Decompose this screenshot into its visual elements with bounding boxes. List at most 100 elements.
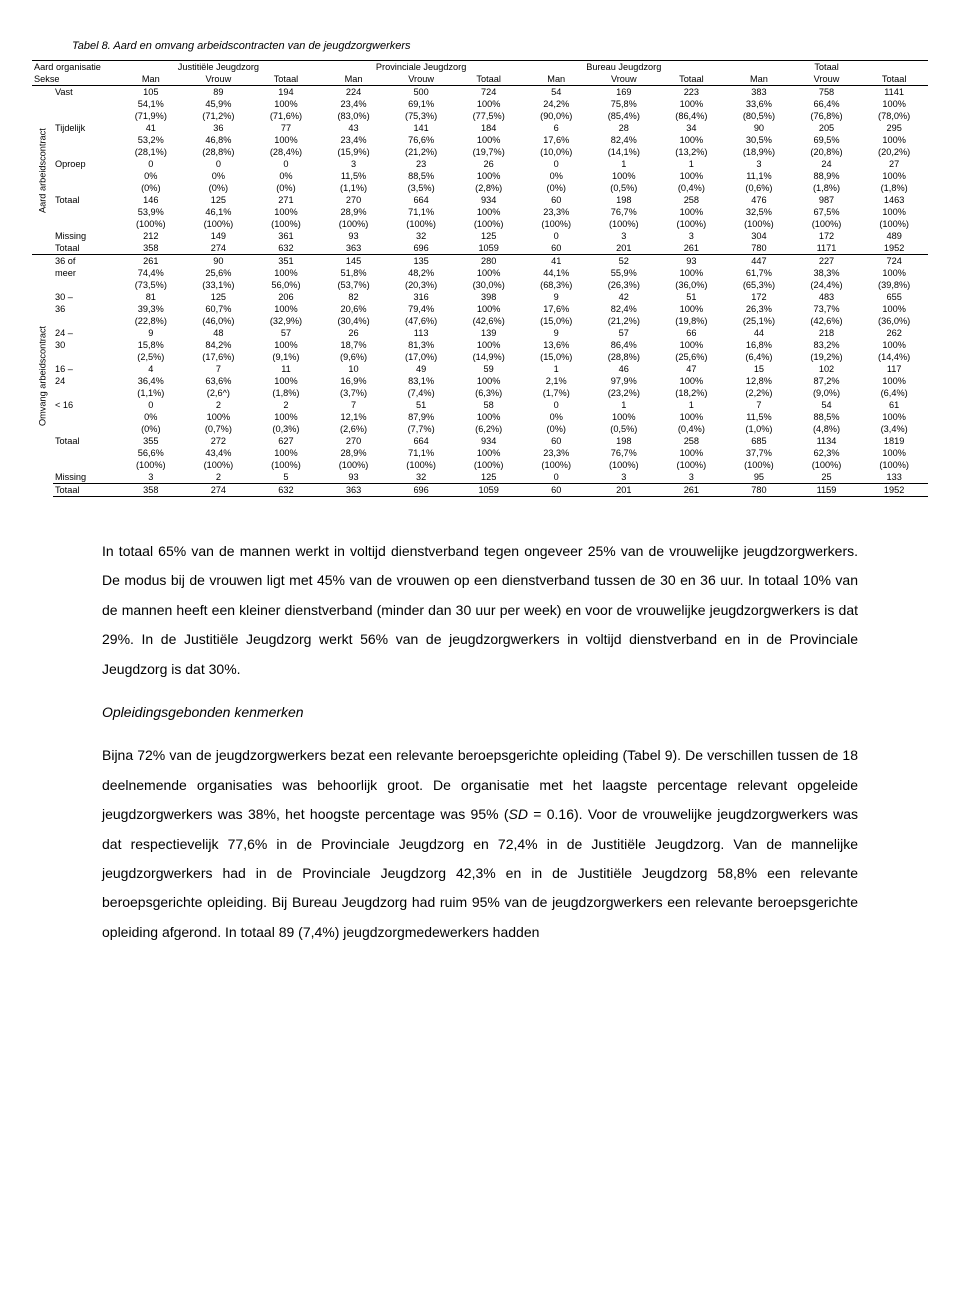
cell: 83,1% bbox=[387, 375, 455, 387]
header-col: Vrouw bbox=[793, 73, 861, 86]
cell: (2,8%) bbox=[455, 182, 523, 194]
cell: 198 bbox=[590, 435, 658, 447]
header-col: Man bbox=[725, 73, 793, 86]
cell: (28,1%) bbox=[117, 146, 185, 158]
cell: 100% bbox=[658, 411, 726, 423]
cell: 54,1% bbox=[117, 98, 185, 110]
cell: 383 bbox=[725, 86, 793, 99]
cell: 69,5% bbox=[793, 134, 861, 146]
cell: 758 bbox=[793, 86, 861, 99]
cell: 11,5% bbox=[320, 170, 388, 182]
cell: 358 bbox=[117, 484, 185, 497]
cell: 2 bbox=[185, 399, 253, 411]
cell: (19,8%) bbox=[658, 315, 726, 327]
cell: 90 bbox=[725, 122, 793, 134]
cell: (18,2%) bbox=[658, 387, 726, 399]
cell: 0 bbox=[185, 158, 253, 170]
cell: 89 bbox=[185, 86, 253, 99]
cell: 227 bbox=[793, 255, 861, 268]
cell: (20,8%) bbox=[793, 146, 861, 158]
header-group: Totaal bbox=[725, 61, 928, 74]
cell: 270 bbox=[320, 435, 388, 447]
cell: (100%) bbox=[320, 218, 388, 230]
cell: 363 bbox=[320, 484, 388, 497]
cell: 100% bbox=[455, 170, 523, 182]
cell: 100% bbox=[455, 447, 523, 459]
cell: 258 bbox=[658, 435, 726, 447]
cell: 26,3% bbox=[725, 303, 793, 315]
cell: (14,4%) bbox=[860, 351, 928, 363]
cell: (100%) bbox=[658, 459, 726, 471]
cell: 41 bbox=[117, 122, 185, 134]
cell: (6,2%) bbox=[455, 423, 523, 435]
cell: (73,5%) bbox=[117, 279, 185, 291]
row-label: Oproep bbox=[53, 158, 117, 170]
row-label bbox=[53, 411, 117, 423]
cell: 83,2% bbox=[793, 339, 861, 351]
row-label: 24 – bbox=[53, 327, 117, 339]
cell: (14,9%) bbox=[455, 351, 523, 363]
cell: 76,7% bbox=[590, 206, 658, 218]
cell: 1059 bbox=[455, 484, 523, 497]
cell: 51 bbox=[387, 399, 455, 411]
cell: 0% bbox=[252, 170, 320, 182]
cell: (39,8%) bbox=[860, 279, 928, 291]
cell: 172 bbox=[793, 230, 861, 242]
cell: 16,9% bbox=[320, 375, 388, 387]
cell: 100% bbox=[252, 375, 320, 387]
cell: 125 bbox=[455, 230, 523, 242]
cell: 100% bbox=[455, 206, 523, 218]
cell: 100% bbox=[658, 98, 726, 110]
cell: 88,5% bbox=[793, 411, 861, 423]
cell: (15,9%) bbox=[320, 146, 388, 158]
cell: 304 bbox=[725, 230, 793, 242]
cell: 934 bbox=[455, 435, 523, 447]
cell: (13,2%) bbox=[658, 146, 726, 158]
cell: 33,6% bbox=[725, 98, 793, 110]
header-col: Totaal bbox=[658, 73, 726, 86]
cell: 67,5% bbox=[793, 206, 861, 218]
cell: (36,0%) bbox=[860, 315, 928, 327]
cell: 125 bbox=[455, 471, 523, 484]
header-sex: Sekse bbox=[32, 73, 117, 86]
cell: 93 bbox=[320, 471, 388, 484]
cell: 117 bbox=[860, 363, 928, 375]
cell: (26,3%) bbox=[590, 279, 658, 291]
cell: 100% bbox=[252, 206, 320, 218]
cell: (25,1%) bbox=[725, 315, 793, 327]
cell: (6,4%) bbox=[725, 351, 793, 363]
header-group: Provinciale Jeugdzorg bbox=[320, 61, 523, 74]
cell: 28,9% bbox=[320, 447, 388, 459]
cell: (6,4%) bbox=[860, 387, 928, 399]
cell: 100% bbox=[658, 134, 726, 146]
cell: 43 bbox=[320, 122, 388, 134]
cell: (6,3%) bbox=[455, 387, 523, 399]
row-label: Tijdelijk bbox=[53, 122, 117, 134]
cell: 15 bbox=[725, 363, 793, 375]
cell: 95 bbox=[725, 471, 793, 484]
cell: 632 bbox=[252, 242, 320, 255]
cell: 224 bbox=[320, 86, 388, 99]
cell: (0%) bbox=[117, 423, 185, 435]
cell: 9 bbox=[522, 327, 590, 339]
cell: 44,1% bbox=[522, 267, 590, 279]
cell: 476 bbox=[725, 194, 793, 206]
cell: (90,0%) bbox=[522, 110, 590, 122]
cell: 47 bbox=[658, 363, 726, 375]
cell: 88,5% bbox=[387, 170, 455, 182]
cell: 93 bbox=[658, 255, 726, 268]
cell: 696 bbox=[387, 484, 455, 497]
cell: 23,4% bbox=[320, 134, 388, 146]
row-label bbox=[53, 146, 117, 158]
cell: (28,4%) bbox=[252, 146, 320, 158]
cell: 1141 bbox=[860, 86, 928, 99]
section-side-label: Aard arbeidscontract bbox=[32, 86, 53, 255]
cell: 664 bbox=[387, 194, 455, 206]
cell: (2,5%) bbox=[117, 351, 185, 363]
cell: 100% bbox=[455, 375, 523, 387]
cell: 42 bbox=[590, 291, 658, 303]
cell: 12,1% bbox=[320, 411, 388, 423]
row-label: Totaal bbox=[53, 194, 117, 206]
cell: 62,3% bbox=[793, 447, 861, 459]
cell: (17,6%) bbox=[185, 351, 253, 363]
